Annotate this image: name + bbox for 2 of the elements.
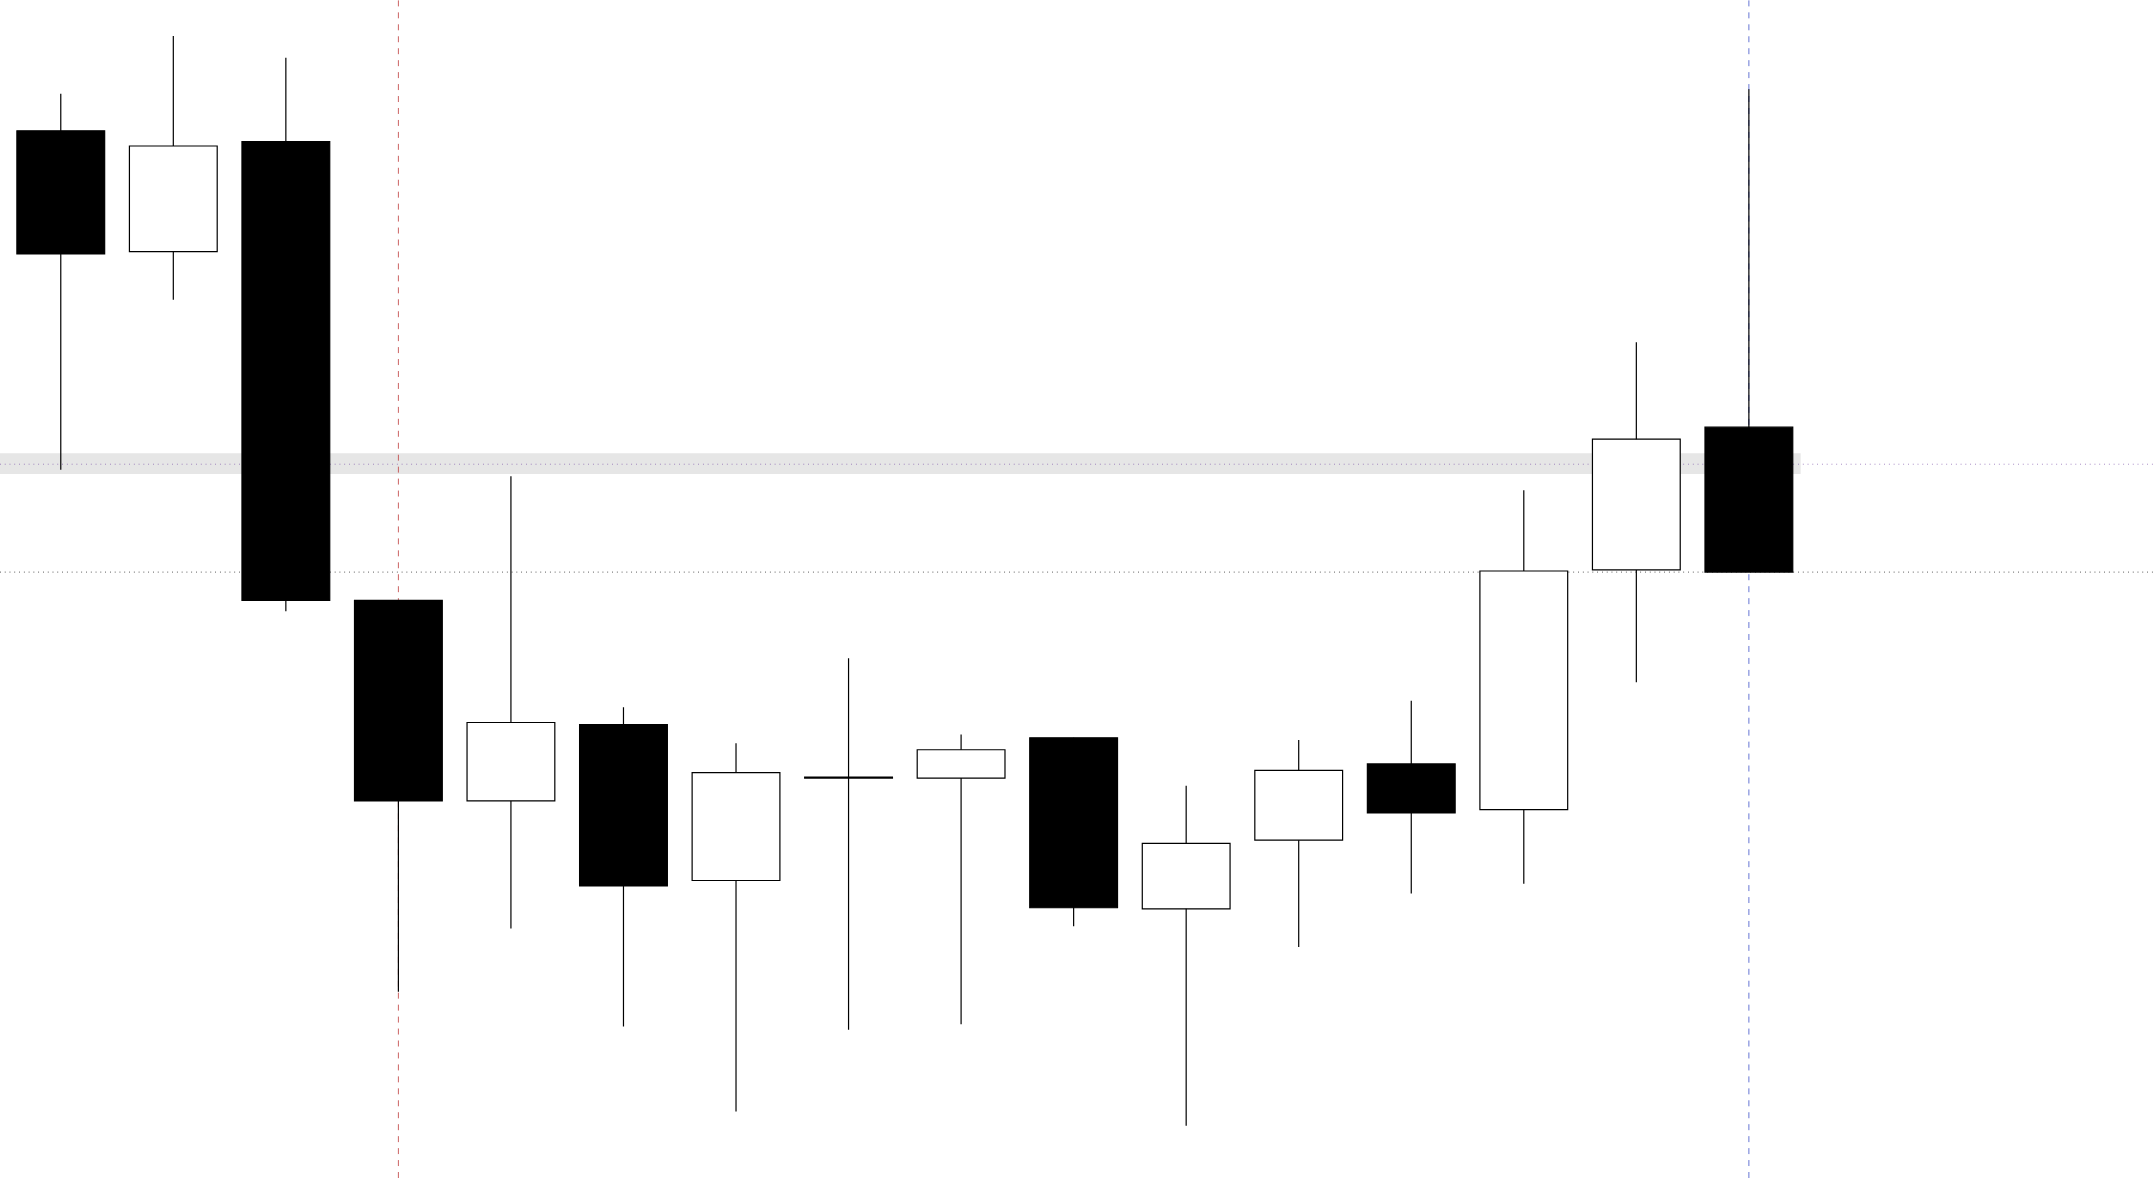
candlestick: [804, 657, 894, 1031]
candlestick: [916, 733, 1006, 1025]
